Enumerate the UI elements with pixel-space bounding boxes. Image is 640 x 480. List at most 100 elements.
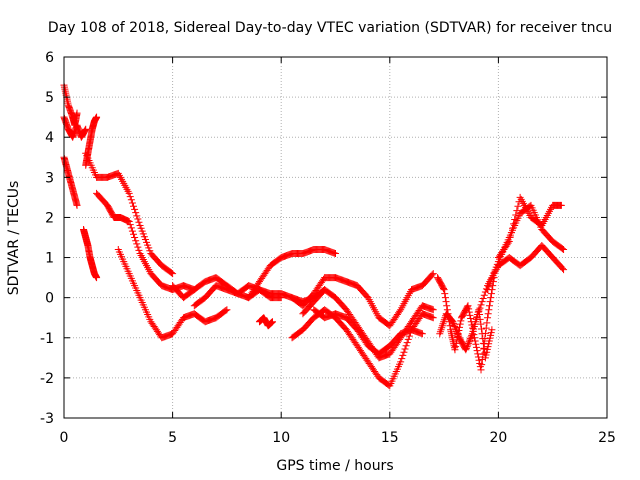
data-point-marker bbox=[452, 326, 460, 334]
data-point-marker bbox=[134, 215, 142, 223]
data-point-marker bbox=[477, 366, 485, 374]
y-tick-label: -2 bbox=[40, 371, 54, 387]
data-point-marker bbox=[223, 306, 231, 314]
data-point-marker bbox=[465, 338, 473, 346]
data-point-marker bbox=[418, 330, 426, 338]
data-point-marker bbox=[486, 298, 494, 306]
data-point-marker bbox=[472, 343, 480, 351]
data-point-marker bbox=[131, 205, 139, 213]
data-point-marker bbox=[468, 331, 476, 339]
data-point-marker bbox=[466, 335, 474, 343]
data-point-marker bbox=[464, 341, 472, 349]
data-point-marker bbox=[452, 343, 460, 351]
y-tick-label: 3 bbox=[45, 170, 54, 186]
data-point-marker bbox=[510, 220, 518, 228]
data-point-marker bbox=[463, 343, 471, 351]
data-point-marker bbox=[474, 353, 482, 361]
data-point-marker bbox=[404, 335, 412, 343]
data-point-marker bbox=[488, 326, 496, 334]
data-point-marker bbox=[396, 307, 404, 315]
data-point-marker bbox=[478, 355, 486, 363]
data-point-marker bbox=[450, 321, 458, 329]
data-point-marker bbox=[474, 311, 482, 319]
data-point-marker bbox=[332, 250, 339, 258]
data-point-marker bbox=[513, 207, 521, 215]
plot-frame bbox=[63, 56, 608, 419]
data-point-marker bbox=[131, 234, 139, 241]
y-tick-label: 4 bbox=[45, 130, 54, 146]
data-point-marker bbox=[484, 314, 492, 322]
data-point-marker bbox=[465, 305, 473, 313]
data-point-marker bbox=[479, 294, 487, 302]
series-arc-13 bbox=[288, 306, 437, 390]
data-point-marker bbox=[467, 315, 475, 323]
series-arc-4 bbox=[80, 225, 101, 282]
series-arc-12 bbox=[255, 314, 277, 330]
data-point-marker bbox=[133, 212, 141, 220]
data-point-marker bbox=[451, 323, 459, 331]
data-point-marker bbox=[466, 336, 474, 344]
x-axis-label: GPS time / hours bbox=[276, 458, 393, 474]
data-point-marker bbox=[128, 199, 136, 207]
data-point-marker bbox=[429, 306, 437, 314]
data-point-marker bbox=[473, 347, 481, 355]
data-point-marker bbox=[401, 345, 409, 353]
data-point-marker bbox=[453, 327, 461, 335]
data-point-marker bbox=[466, 311, 474, 319]
data-point-marker bbox=[479, 350, 487, 358]
data-point-marker bbox=[397, 358, 405, 366]
data-point-marker bbox=[73, 201, 81, 209]
y-tick-label: -1 bbox=[40, 331, 54, 347]
y-tick-label: 5 bbox=[45, 90, 54, 106]
series-arc-11 bbox=[245, 246, 339, 302]
data-point-marker bbox=[505, 238, 513, 246]
data-point-marker bbox=[467, 333, 475, 341]
data-point-marker bbox=[428, 271, 436, 279]
data-point-marker bbox=[453, 329, 461, 337]
series-arc-16 bbox=[310, 306, 426, 358]
y-tick-label: 2 bbox=[45, 210, 54, 226]
data-point-marker bbox=[169, 270, 177, 278]
data-point-marker bbox=[462, 346, 470, 354]
data-point-marker bbox=[441, 294, 449, 302]
series-arc-15 bbox=[288, 270, 437, 330]
data-point-marker bbox=[451, 324, 459, 332]
data-point-marker bbox=[402, 342, 410, 350]
data-point-marker bbox=[82, 125, 90, 133]
y-tick-label: -3 bbox=[40, 411, 54, 427]
x-tick-label: 20 bbox=[489, 430, 507, 446]
series-arc-2 bbox=[60, 113, 90, 141]
data-point-marker bbox=[471, 337, 479, 345]
y-tick-label: 1 bbox=[45, 251, 54, 267]
axis-ticks: 0 5 10 15 20 25 -3 -2 -1 0 1 2 3 4 5 6 bbox=[40, 50, 616, 446]
data-point-marker bbox=[477, 301, 485, 309]
data-point-marker bbox=[93, 274, 101, 282]
data-point-marker bbox=[127, 224, 135, 232]
series-arc-8 bbox=[114, 246, 231, 342]
data-point-marker bbox=[485, 306, 493, 314]
data-point-marker bbox=[403, 339, 411, 347]
data-point-marker bbox=[128, 227, 136, 235]
x-tick-label: 15 bbox=[381, 430, 399, 446]
data-point-marker bbox=[558, 264, 566, 272]
data-point-marker bbox=[133, 240, 141, 248]
data-point-marker bbox=[478, 330, 486, 338]
series-arc-3 bbox=[60, 153, 81, 209]
data-point-marker bbox=[478, 298, 486, 306]
data-point-marker bbox=[514, 202, 522, 210]
data-point-marker bbox=[478, 361, 486, 369]
data-point-marker bbox=[429, 270, 437, 278]
data-point-marker bbox=[135, 218, 143, 226]
data-point-marker bbox=[456, 320, 464, 328]
data-point-marker bbox=[132, 209, 140, 217]
series-arc-1 bbox=[60, 81, 81, 129]
data-point-marker bbox=[443, 302, 451, 310]
data-point-marker bbox=[134, 243, 142, 251]
data-point-marker bbox=[442, 298, 450, 306]
y-tick-label: 6 bbox=[45, 50, 54, 66]
data-point-marker bbox=[558, 245, 566, 253]
data-point-marker bbox=[439, 284, 447, 292]
data-point-marker bbox=[557, 201, 565, 209]
